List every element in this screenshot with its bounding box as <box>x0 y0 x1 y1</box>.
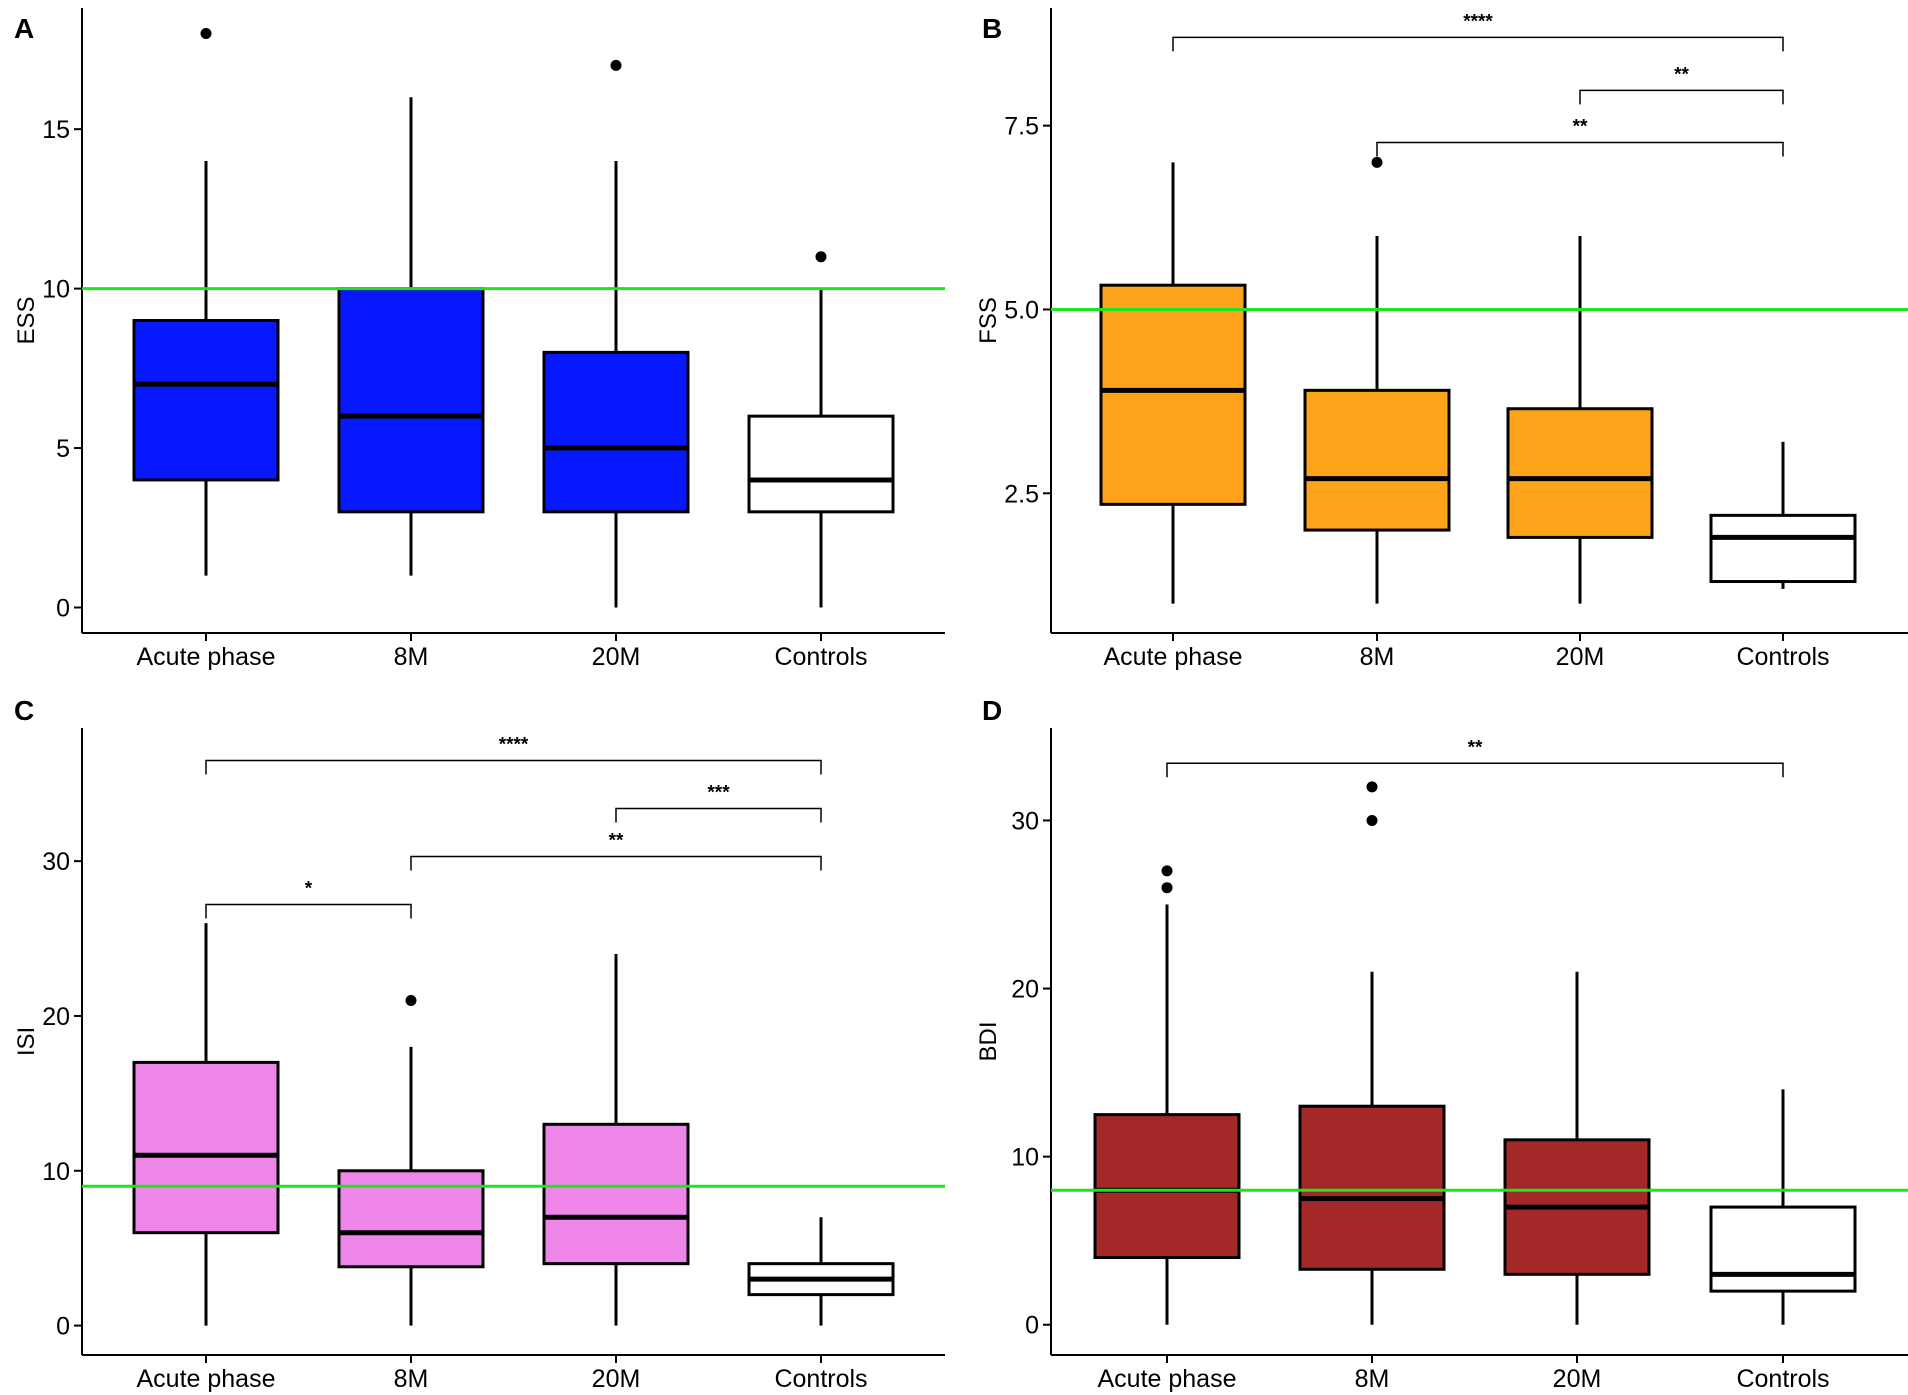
panel-d-x-tick-label: 8M <box>1355 1365 1390 1393</box>
panel-b-y-label: FSS <box>975 297 1002 344</box>
panel-b-y-tick-label: 7.5 <box>1004 113 1039 141</box>
panel-c-significance-label: **** <box>499 735 529 756</box>
box-iqr <box>542 350 690 514</box>
panel-c-significance-label: *** <box>707 783 730 804</box>
panel-c-x-tick-label: Acute phase <box>137 1365 276 1393</box>
panel-d-y-tick-label: 30 <box>1011 807 1039 835</box>
panel-b-x-tick-label: 8M <box>1360 643 1395 671</box>
panel-d-label: D <box>982 695 1002 726</box>
panel-a-y-tick-label: 5 <box>56 435 70 463</box>
box-iqr <box>337 287 485 514</box>
box-iqr <box>542 1122 690 1266</box>
panel-d-significance-label: ** <box>1468 737 1483 758</box>
panel-d-y-tick-label: 10 <box>1011 1144 1039 1172</box>
panel-b-box-20m <box>1506 235 1654 604</box>
panel-c-y-tick-label: 0 <box>56 1313 70 1341</box>
panel-c-box-20m <box>542 954 690 1326</box>
panel-b-significance-label: **** <box>1463 11 1493 32</box>
box-iqr <box>1709 1205 1857 1293</box>
panel-d-box-acute-phase <box>1093 865 1241 1325</box>
panel-c-y-tick-label: 10 <box>42 1158 70 1186</box>
box-iqr <box>1709 513 1857 584</box>
outlier-point <box>1366 781 1378 793</box>
panel-b-significance-bracket <box>1172 36 1784 52</box>
panel-a-y-label: ESS <box>13 296 40 344</box>
panel-c-x-tick-label: Controls <box>774 1365 867 1393</box>
panel-b-significance-label: ** <box>1674 64 1689 85</box>
panel-a-x-tick-label: 8M <box>394 643 429 671</box>
outlier-point <box>200 28 212 40</box>
box-iqr <box>1099 283 1247 506</box>
outlier-point <box>815 251 827 263</box>
panel-d-y-tick-label: 0 <box>1025 1312 1039 1340</box>
panel-b-significance-label: ** <box>1573 117 1588 138</box>
box-iqr <box>132 319 280 482</box>
panel-c-significance-bracket <box>410 855 822 871</box>
panel-c-significance-label: * <box>305 878 313 899</box>
panel-c-box-controls <box>747 1217 895 1326</box>
outlier-point <box>1161 882 1173 894</box>
panel-a-y-tick-label: 15 <box>42 116 70 144</box>
panel-b-box-8m <box>1303 156 1451 604</box>
box-iqr <box>1093 1113 1241 1260</box>
panel-b-y-tick-label: 5.0 <box>1004 296 1039 324</box>
panel-a: A 0 5 10 15 ESS Acute phase 8M 20M Controls <box>13 8 945 671</box>
box-iqr <box>1298 1104 1446 1271</box>
panel-c-significance-bracket <box>205 903 412 919</box>
panel-a-x-tick-label: Controls <box>774 643 867 671</box>
outlier-point <box>405 994 417 1006</box>
panel-b-y-tick-label: 2.5 <box>1004 480 1039 508</box>
panel-b-significance-bracket <box>1376 141 1784 157</box>
outlier-point <box>610 59 622 71</box>
panel-a-box-8m <box>337 97 485 576</box>
panel-c-x-tick-label: 20M <box>592 1365 641 1393</box>
panel-c-y-tick-label: 30 <box>42 848 70 876</box>
panel-d-y-label: BDI <box>975 1021 1002 1061</box>
panel-d-x-tick-label: Controls <box>1736 1365 1829 1393</box>
panel-c-significance-label: ** <box>609 830 624 851</box>
panel-d-box-controls <box>1709 1089 1857 1325</box>
panel-d-x-tick-label: 20M <box>1553 1365 1602 1393</box>
panel-b-significance-bracket <box>1579 89 1784 105</box>
panel-a-y-tick-label: 0 <box>56 594 70 622</box>
panel-c-label: C <box>14 695 34 726</box>
panel-c-x-tick-label: 8M <box>394 1365 429 1393</box>
panel-c-significance-bracket <box>615 807 822 823</box>
panel-c-box-8m <box>337 994 485 1326</box>
panel-d-box-8m <box>1298 781 1446 1325</box>
panel-b-label: B <box>982 13 1002 44</box>
panel-a-label: A <box>14 13 34 44</box>
box-iqr <box>132 1060 280 1235</box>
box-iqr <box>747 414 895 514</box>
panel-a-x-tick-label: Acute phase <box>137 643 276 671</box>
outlier-point <box>1161 865 1173 877</box>
panel-d-y-tick-label: 20 <box>1011 976 1039 1004</box>
panel-b-x-tick-label: Acute phase <box>1104 643 1243 671</box>
panel-d-significance-bracket <box>1166 762 1784 778</box>
panel-d-x-tick-label: Acute phase <box>1098 1365 1237 1393</box>
panel-c-significance-bracket <box>205 759 822 775</box>
panel-b-x-tick-label: Controls <box>1736 643 1829 671</box>
panel-c-y-label: ISI <box>13 1027 40 1056</box>
panel-a-y-tick-label: 10 <box>42 276 70 304</box>
panel-c-box-acute-phase <box>132 923 280 1326</box>
panel-a-box-acute-phase <box>132 28 280 576</box>
panel-a-box-controls <box>747 251 895 608</box>
panel-d: D 0 10 20 30 BDI Acute phase 8M 20M Controls ** <box>975 695 1908 1393</box>
outlier-point <box>1371 156 1383 168</box>
box-iqr <box>1506 407 1654 539</box>
panel-b-x-tick-label: 20M <box>1556 643 1605 671</box>
box-iqr <box>1303 388 1451 532</box>
outlier-point <box>1366 814 1378 826</box>
panel-b-box-acute-phase <box>1099 162 1247 604</box>
panel-a-box-20m <box>542 59 690 608</box>
panel-a-x-tick-label: 20M <box>592 643 641 671</box>
panel-d-box-20m <box>1503 971 1651 1325</box>
panel-b-box-controls <box>1709 441 1857 589</box>
panel-c-y-tick-label: 20 <box>42 1003 70 1031</box>
